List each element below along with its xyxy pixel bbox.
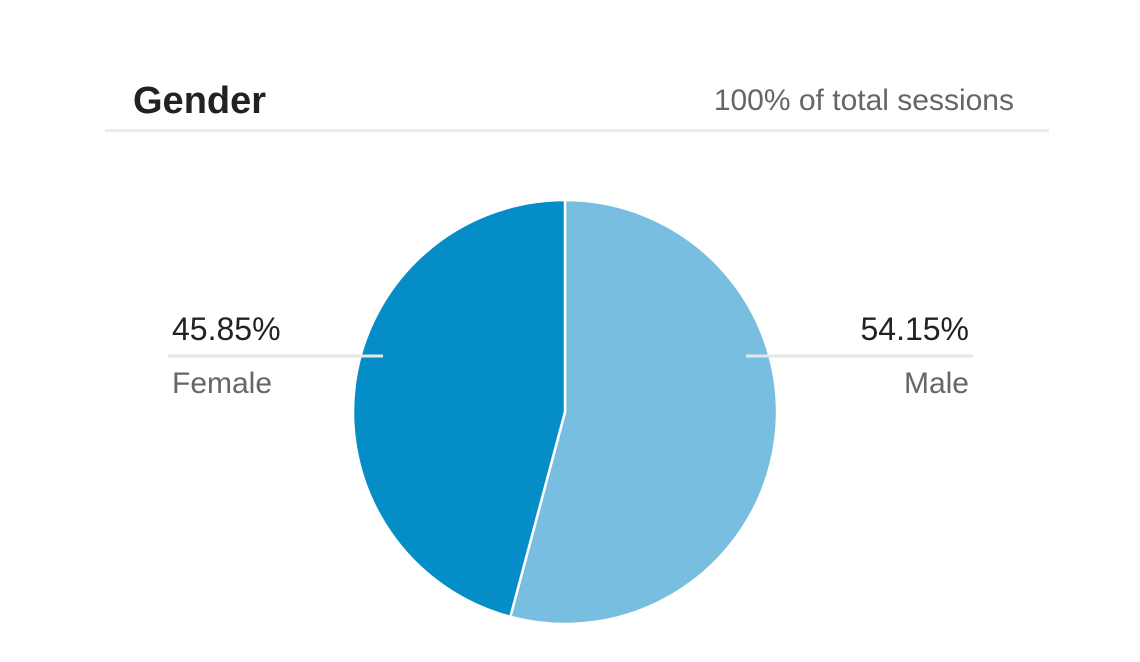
pie-slice-female[interactable] <box>351 198 567 619</box>
data-label-female-category: Female <box>172 367 272 400</box>
data-label-male-category: Male <box>904 367 969 400</box>
total-sessions-text: 100% of total sessions <box>713 84 1014 117</box>
header-divider <box>105 129 1049 132</box>
data-label-female-percent: 45.85% <box>172 311 281 347</box>
card-title: Gender <box>133 80 267 122</box>
pie-slice-male[interactable] <box>508 198 779 626</box>
data-label-male-percent: 54.15% <box>860 311 969 347</box>
